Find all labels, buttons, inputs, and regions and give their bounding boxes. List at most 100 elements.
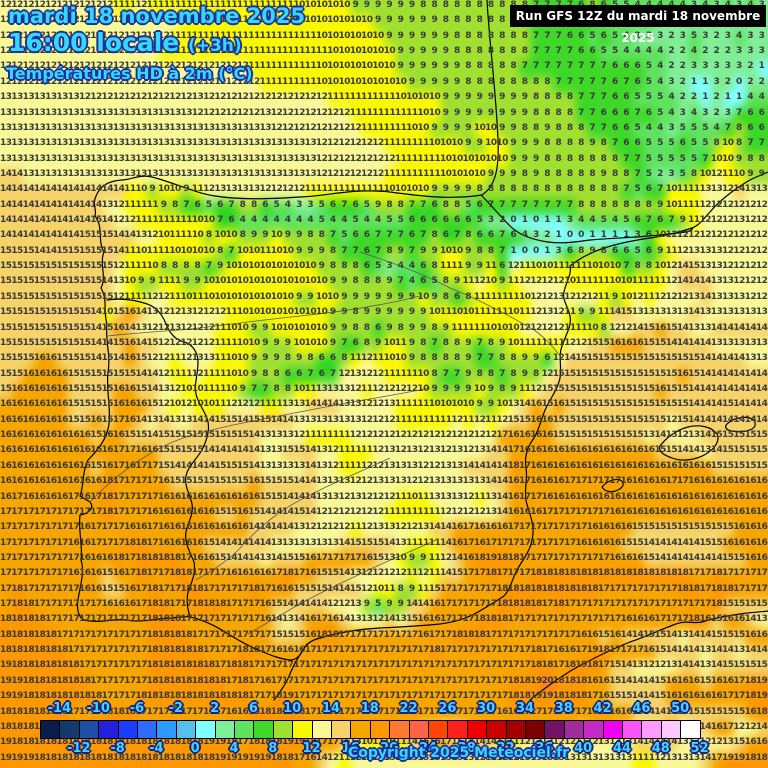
temp-value: 18 bbox=[688, 614, 700, 625]
temp-value: 6 bbox=[363, 261, 370, 272]
temp-value: 17 bbox=[112, 506, 125, 517]
temp-value: 15 bbox=[744, 430, 757, 441]
temp-value: 8 bbox=[544, 184, 551, 195]
temp-value: 9 bbox=[408, 353, 415, 364]
temp-value: 12 bbox=[349, 430, 362, 441]
temp-value: 11 bbox=[225, 0, 238, 10]
temp-value: 11 bbox=[124, 184, 136, 195]
temp-value: 11 bbox=[631, 752, 644, 763]
temp-value: 9 bbox=[397, 307, 404, 318]
temp-value: 4 bbox=[657, 61, 663, 72]
temp-value: 18 bbox=[236, 645, 249, 656]
temp-value: 17 bbox=[112, 522, 125, 533]
temp-value: 9 bbox=[375, 15, 381, 26]
temp-value: 9 bbox=[329, 337, 336, 348]
temp-value: 13 bbox=[67, 122, 80, 133]
temp-value: 13 bbox=[282, 138, 294, 149]
temp-value: 12 bbox=[293, 107, 305, 118]
temp-value: 16 bbox=[518, 506, 531, 517]
temp-value: 18 bbox=[282, 568, 294, 579]
temp-value: 17 bbox=[236, 721, 249, 732]
temp-value: 15 bbox=[78, 399, 91, 410]
temp-value: 16 bbox=[541, 460, 554, 471]
temp-value: 18 bbox=[191, 675, 204, 686]
temp-value: 12 bbox=[180, 322, 193, 333]
temp-value: 12 bbox=[586, 737, 599, 748]
temp-value: 18 bbox=[191, 737, 204, 748]
temp-value: 14 bbox=[676, 261, 689, 272]
temp-value: 14 bbox=[315, 599, 328, 610]
temp-value: 16 bbox=[417, 614, 429, 625]
temp-value: 16 bbox=[101, 445, 114, 456]
temp-value: 15 bbox=[665, 353, 678, 364]
temp-value: 15 bbox=[688, 368, 700, 379]
temp-value: 15 bbox=[406, 614, 418, 625]
temp-value: 17 bbox=[349, 660, 362, 671]
temp-value: 15 bbox=[67, 245, 80, 256]
temp-value: 12 bbox=[146, 15, 159, 26]
temp-value: 16 bbox=[78, 445, 91, 456]
temp-value: 17 bbox=[169, 583, 181, 594]
temp-value: 11 bbox=[451, 261, 463, 272]
temp-value: 12 bbox=[349, 168, 362, 179]
temp-value: 13 bbox=[169, 153, 181, 164]
temp-value: 14 bbox=[304, 445, 317, 456]
temp-value: 10 bbox=[485, 322, 497, 333]
temp-value: 15 bbox=[699, 537, 711, 548]
temp-value: 18 bbox=[270, 737, 283, 748]
temp-value: 11 bbox=[688, 184, 700, 195]
temp-value: 9 bbox=[194, 276, 201, 287]
temp-value: 18 bbox=[112, 706, 125, 717]
temp-value: 9 bbox=[431, 30, 438, 41]
temp-value: 12 bbox=[146, 46, 159, 57]
temp-value: 16 bbox=[552, 460, 565, 471]
temp-value: 9 bbox=[397, 15, 404, 26]
temp-value: 12 bbox=[90, 61, 102, 72]
temp-value: 13 bbox=[688, 291, 700, 302]
temp-value: 0 bbox=[521, 245, 528, 256]
temp-value: 15 bbox=[733, 430, 745, 441]
temp-value: 14 bbox=[282, 599, 294, 610]
temp-value: 13 bbox=[78, 168, 91, 179]
temp-value: 18 bbox=[496, 614, 508, 625]
temp-value: 12 bbox=[699, 215, 711, 226]
temp-value: 13 bbox=[180, 138, 193, 149]
temp-value: 15 bbox=[597, 629, 610, 640]
temp-value: 14 bbox=[248, 522, 260, 533]
temp-value: 16 bbox=[620, 491, 632, 502]
temp-value: 18 bbox=[56, 752, 68, 763]
temp-value: 12 bbox=[372, 445, 384, 456]
temp-value: 10 bbox=[406, 184, 418, 195]
temp-value: 11 bbox=[214, 322, 226, 333]
temp-value: 13 bbox=[338, 399, 350, 410]
temp-value: 14 bbox=[699, 384, 711, 394]
temp-value: 15 bbox=[0, 291, 12, 302]
temp-value: 14 bbox=[428, 522, 441, 533]
temp-value: 17 bbox=[372, 645, 384, 656]
temp-value: 12 bbox=[101, 15, 114, 26]
temp-value: 17 bbox=[609, 599, 621, 610]
temp-value: 16 bbox=[22, 476, 35, 487]
temp-value: 17 bbox=[56, 629, 68, 640]
temp-value: 17 bbox=[361, 660, 373, 671]
temp-value: 11 bbox=[169, 0, 181, 10]
temp-value: 11 bbox=[304, 61, 317, 72]
temp-value: 13 bbox=[270, 460, 283, 471]
temp-value: 15 bbox=[225, 460, 238, 471]
temp-value: 14 bbox=[733, 414, 745, 425]
temp-value: 13 bbox=[282, 460, 294, 471]
temp-value: 9 bbox=[454, 122, 460, 133]
temp-value: 12 bbox=[744, 230, 757, 241]
temp-value: 11 bbox=[293, 30, 305, 41]
temp-value: 13 bbox=[394, 537, 407, 548]
temp-value: 17 bbox=[394, 629, 407, 640]
temp-row: 16 16 16 16 16 16 16 16 15 16 17 16 17 17 15 14 14 14 14 15… bbox=[0, 458, 768, 474]
temp-value: 12 bbox=[315, 107, 328, 118]
temp-value: 17 bbox=[428, 629, 441, 640]
temp-value: 16 bbox=[676, 506, 689, 517]
temp-value: 16 bbox=[225, 522, 238, 533]
temp-value: 14 bbox=[665, 706, 678, 717]
temp-value: 15 bbox=[699, 522, 711, 533]
temp-value: 10 bbox=[439, 153, 452, 164]
temp-value: 14 bbox=[428, 721, 441, 732]
